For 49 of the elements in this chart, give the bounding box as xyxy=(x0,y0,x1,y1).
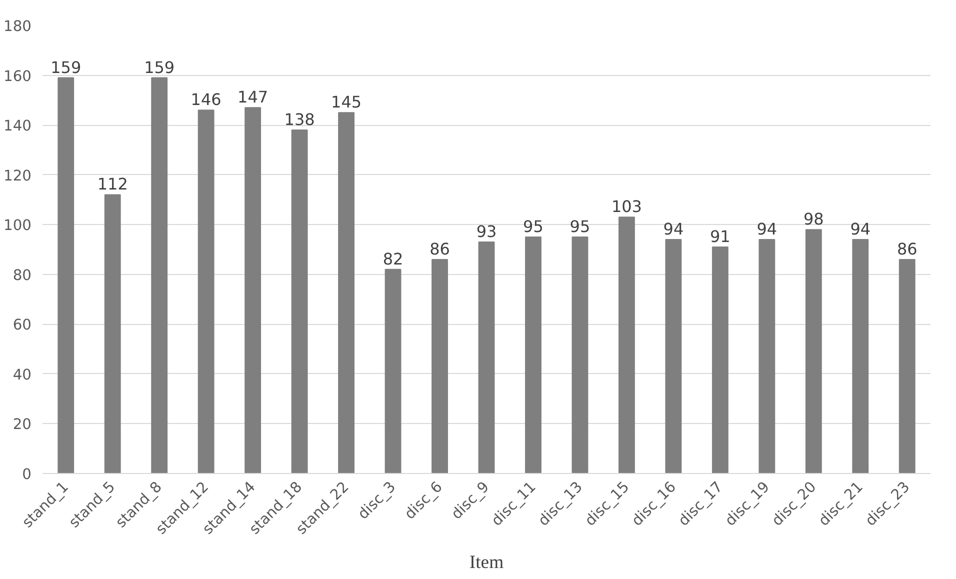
bar xyxy=(151,77,168,474)
bar xyxy=(898,258,916,474)
y-tick-label: 20 xyxy=(12,416,32,434)
data-label: 94 xyxy=(850,220,871,239)
bar xyxy=(58,77,74,474)
bar xyxy=(852,239,869,474)
y-tick-label: 40 xyxy=(12,366,32,384)
bar xyxy=(432,258,448,474)
bar xyxy=(384,268,402,474)
y-tick-label: 120 xyxy=(4,167,32,184)
data-label: 95 xyxy=(570,217,590,236)
bar xyxy=(572,236,588,474)
bar xyxy=(712,246,728,474)
data-label: 138 xyxy=(284,110,315,130)
data-label: 86 xyxy=(430,239,450,258)
bar xyxy=(805,229,822,474)
bar xyxy=(198,110,214,474)
y-tick-label: 100 xyxy=(4,217,32,234)
bar xyxy=(338,112,354,474)
bar xyxy=(525,236,542,474)
data-label: 94 xyxy=(756,220,778,239)
bar xyxy=(665,239,682,474)
y-tick-label: 160 xyxy=(4,68,32,85)
y-tick-label: 0 xyxy=(22,466,32,483)
bar xyxy=(618,216,635,474)
data-label: 103 xyxy=(611,197,642,216)
data-label: 112 xyxy=(97,174,128,194)
data-label: 159 xyxy=(50,58,82,77)
data-label: 82 xyxy=(382,249,404,268)
data-label: 91 xyxy=(710,227,730,246)
bar xyxy=(244,107,262,474)
bar xyxy=(758,239,776,474)
data-label: 95 xyxy=(523,217,544,236)
data-label: 94 xyxy=(663,220,684,239)
y-tick-label: 80 xyxy=(12,266,32,284)
data-label: 146 xyxy=(190,90,222,110)
bar xyxy=(104,194,121,474)
y-tick-label: 60 xyxy=(12,316,32,334)
bar xyxy=(291,130,308,474)
data-label: 93 xyxy=(476,222,497,242)
y-tick-label: 140 xyxy=(4,118,32,135)
data-label: 145 xyxy=(331,92,362,112)
data-label: 98 xyxy=(803,210,824,229)
data-label: 86 xyxy=(896,239,918,258)
x-axis-title: Item xyxy=(469,552,504,573)
data-label: 147 xyxy=(238,88,268,107)
bar xyxy=(478,242,495,474)
y-tick-label: 180 xyxy=(4,18,32,35)
data-label: 159 xyxy=(144,58,175,77)
